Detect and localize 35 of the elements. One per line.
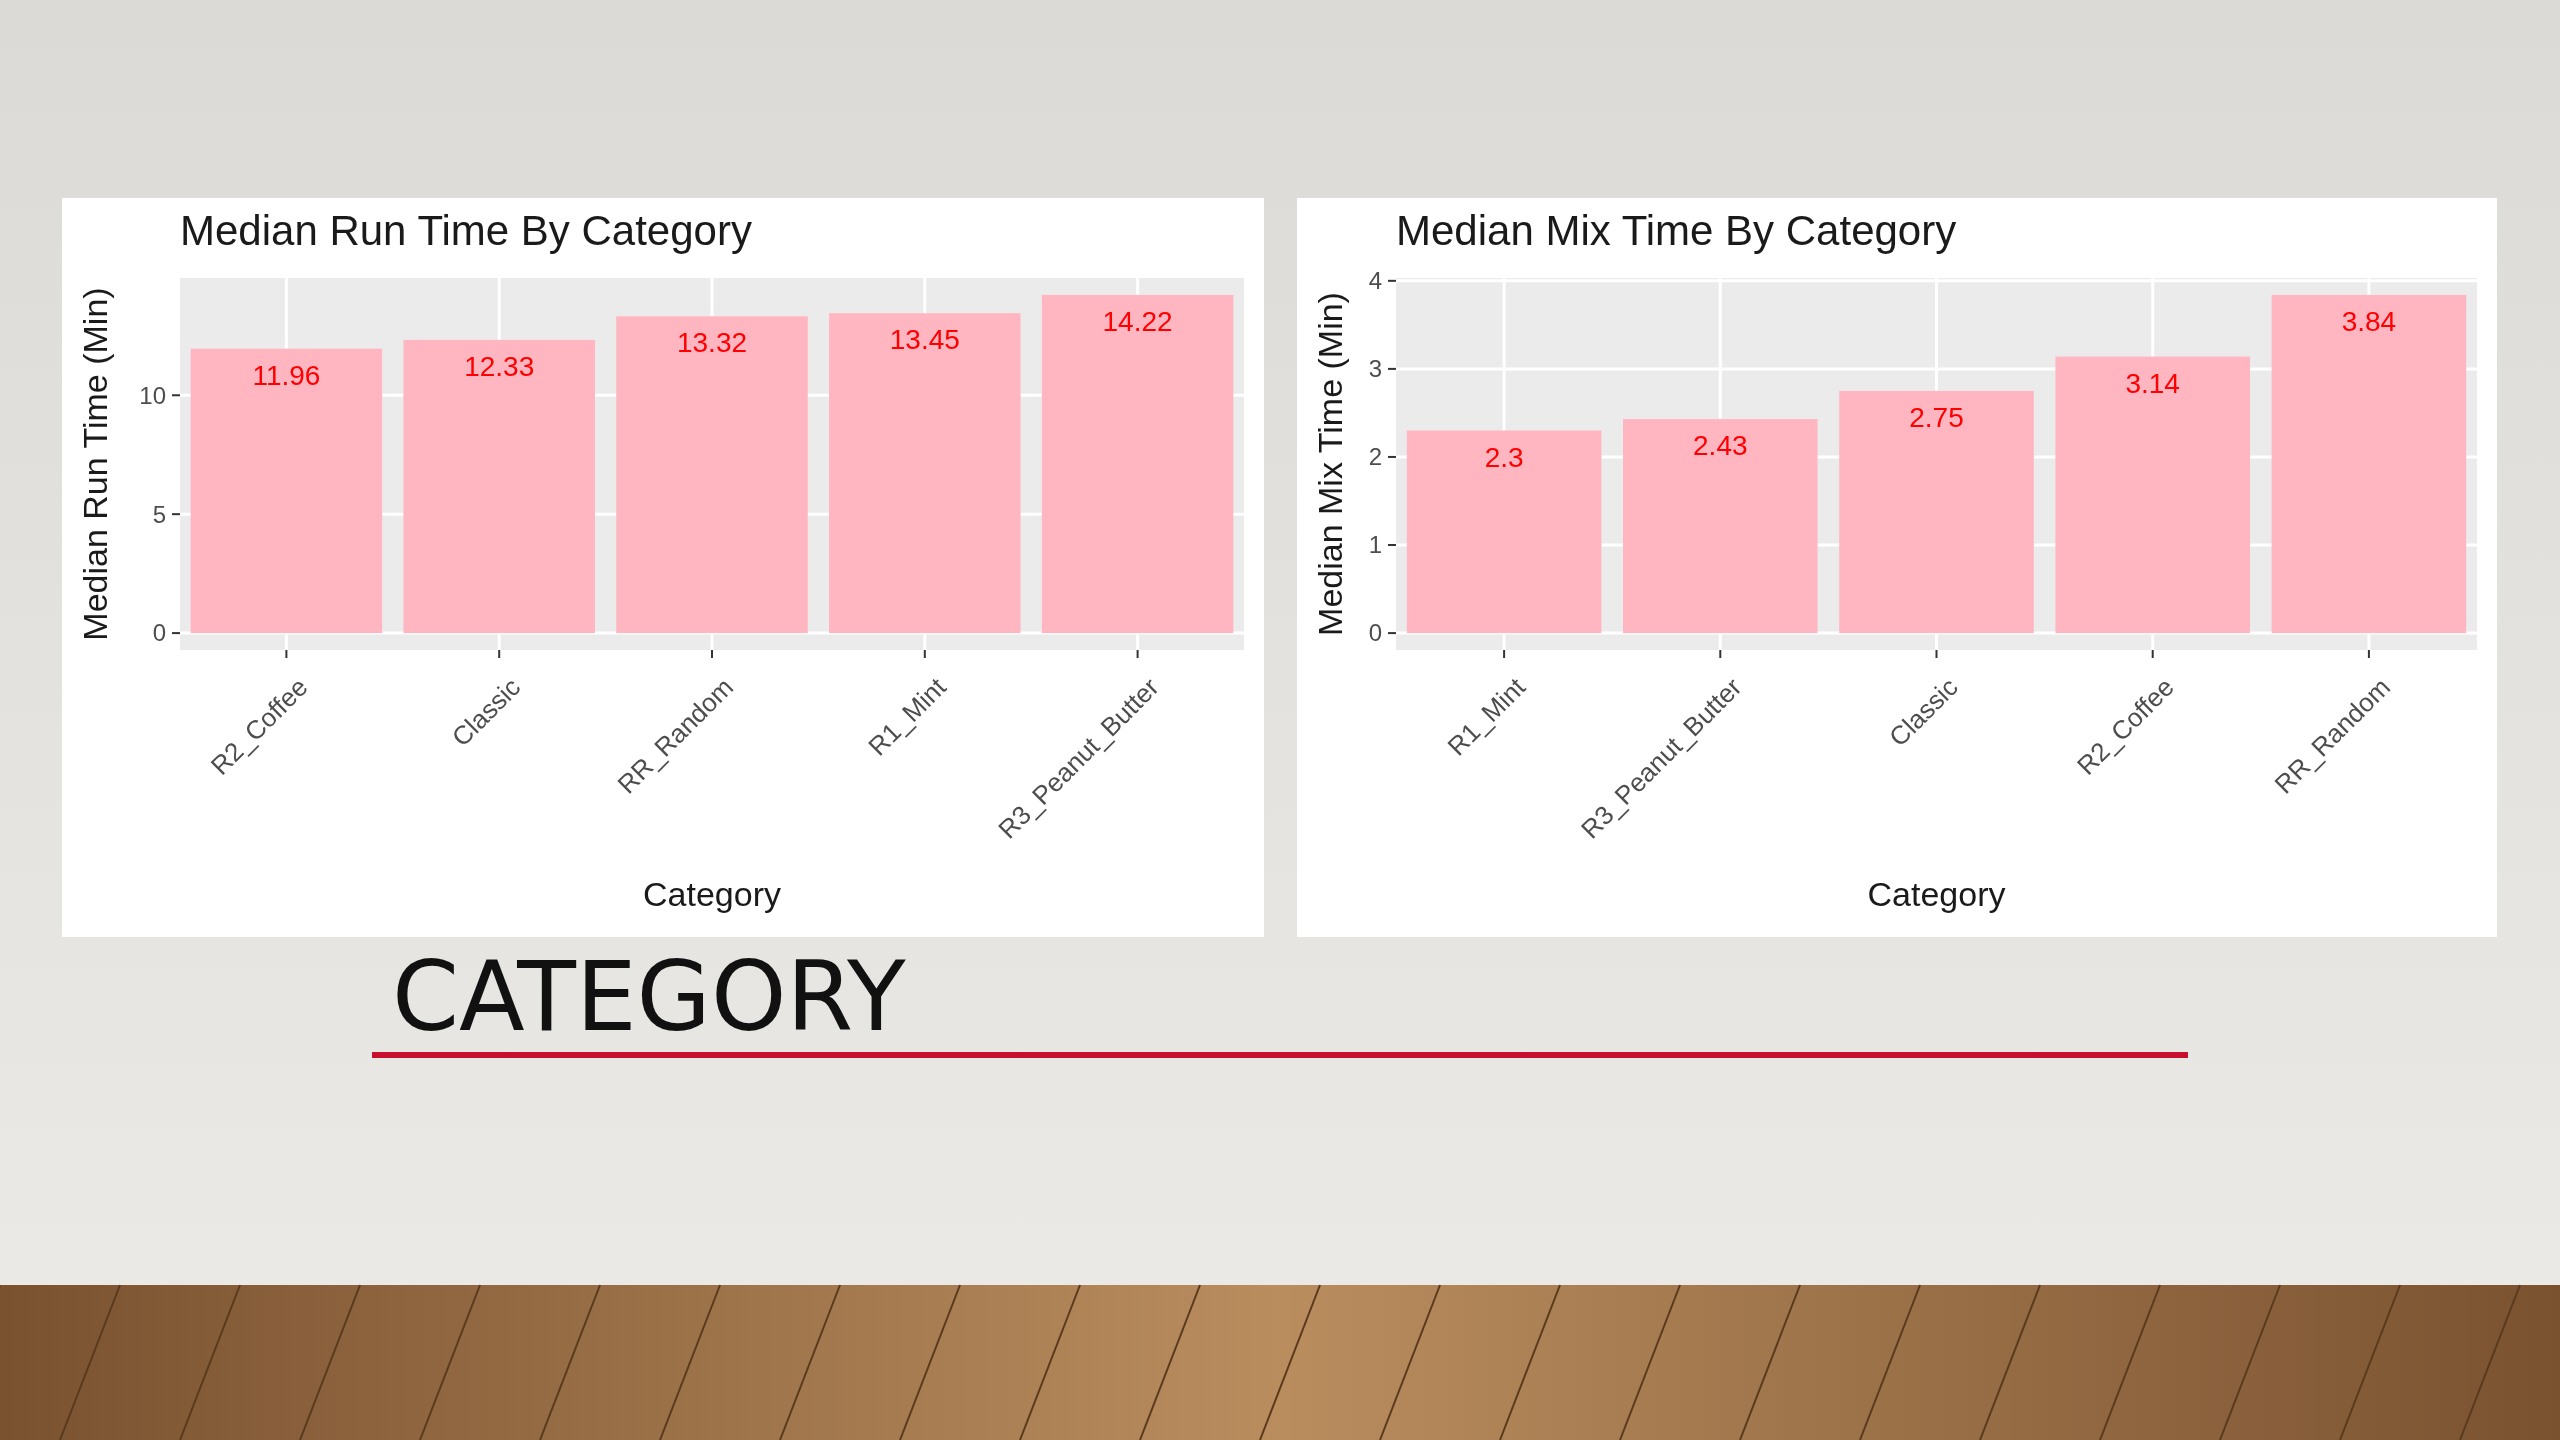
- data-label: 11.96: [252, 359, 321, 391]
- bar: [1406, 430, 1602, 634]
- data-label: 3.14: [2125, 367, 2180, 399]
- data-label: 13.32: [676, 327, 748, 359]
- x-axis-title: Category: [643, 875, 781, 913]
- bar: [1041, 294, 1234, 634]
- y-tick-label: 2: [1368, 443, 1382, 471]
- bar: [403, 339, 595, 634]
- bar: [2271, 294, 2467, 634]
- data-label: 2.43: [1693, 430, 1748, 462]
- bar: [616, 316, 808, 634]
- text: CATEGORY: [392, 941, 907, 1053]
- y-tick-label: 0: [152, 619, 166, 647]
- chart-title: Median Run Time By Category: [180, 207, 752, 254]
- data-label: 3.84: [2341, 305, 2397, 337]
- chart-title: Median Mix Time By Category: [1396, 207, 1957, 254]
- y-tick-label: 5: [152, 500, 166, 528]
- bar: [1839, 390, 2034, 634]
- y-tick-label: 1: [1368, 531, 1382, 559]
- data-label: 2.3: [1484, 441, 1524, 473]
- y-tick-label: 10: [139, 381, 166, 409]
- y-tick-label: 3: [1368, 355, 1382, 383]
- y-axis-title: Median Run Time (Min): [76, 287, 114, 641]
- data-label: 2.75: [1909, 401, 1964, 433]
- data-label: 14.22: [1102, 305, 1173, 337]
- bar: [190, 348, 383, 634]
- y-tick-label: 0: [1368, 619, 1382, 647]
- x-axis-title: Category: [1867, 875, 2006, 913]
- y-tick-label: 4: [1368, 267, 1382, 295]
- data-label: 13.45: [889, 324, 960, 356]
- data-label: 12.33: [464, 350, 535, 382]
- y-axis-title: Median Mix Time (Min): [1311, 292, 1349, 636]
- bar: [829, 313, 1021, 634]
- bar: [1623, 419, 1818, 634]
- bar: [2055, 356, 2250, 634]
